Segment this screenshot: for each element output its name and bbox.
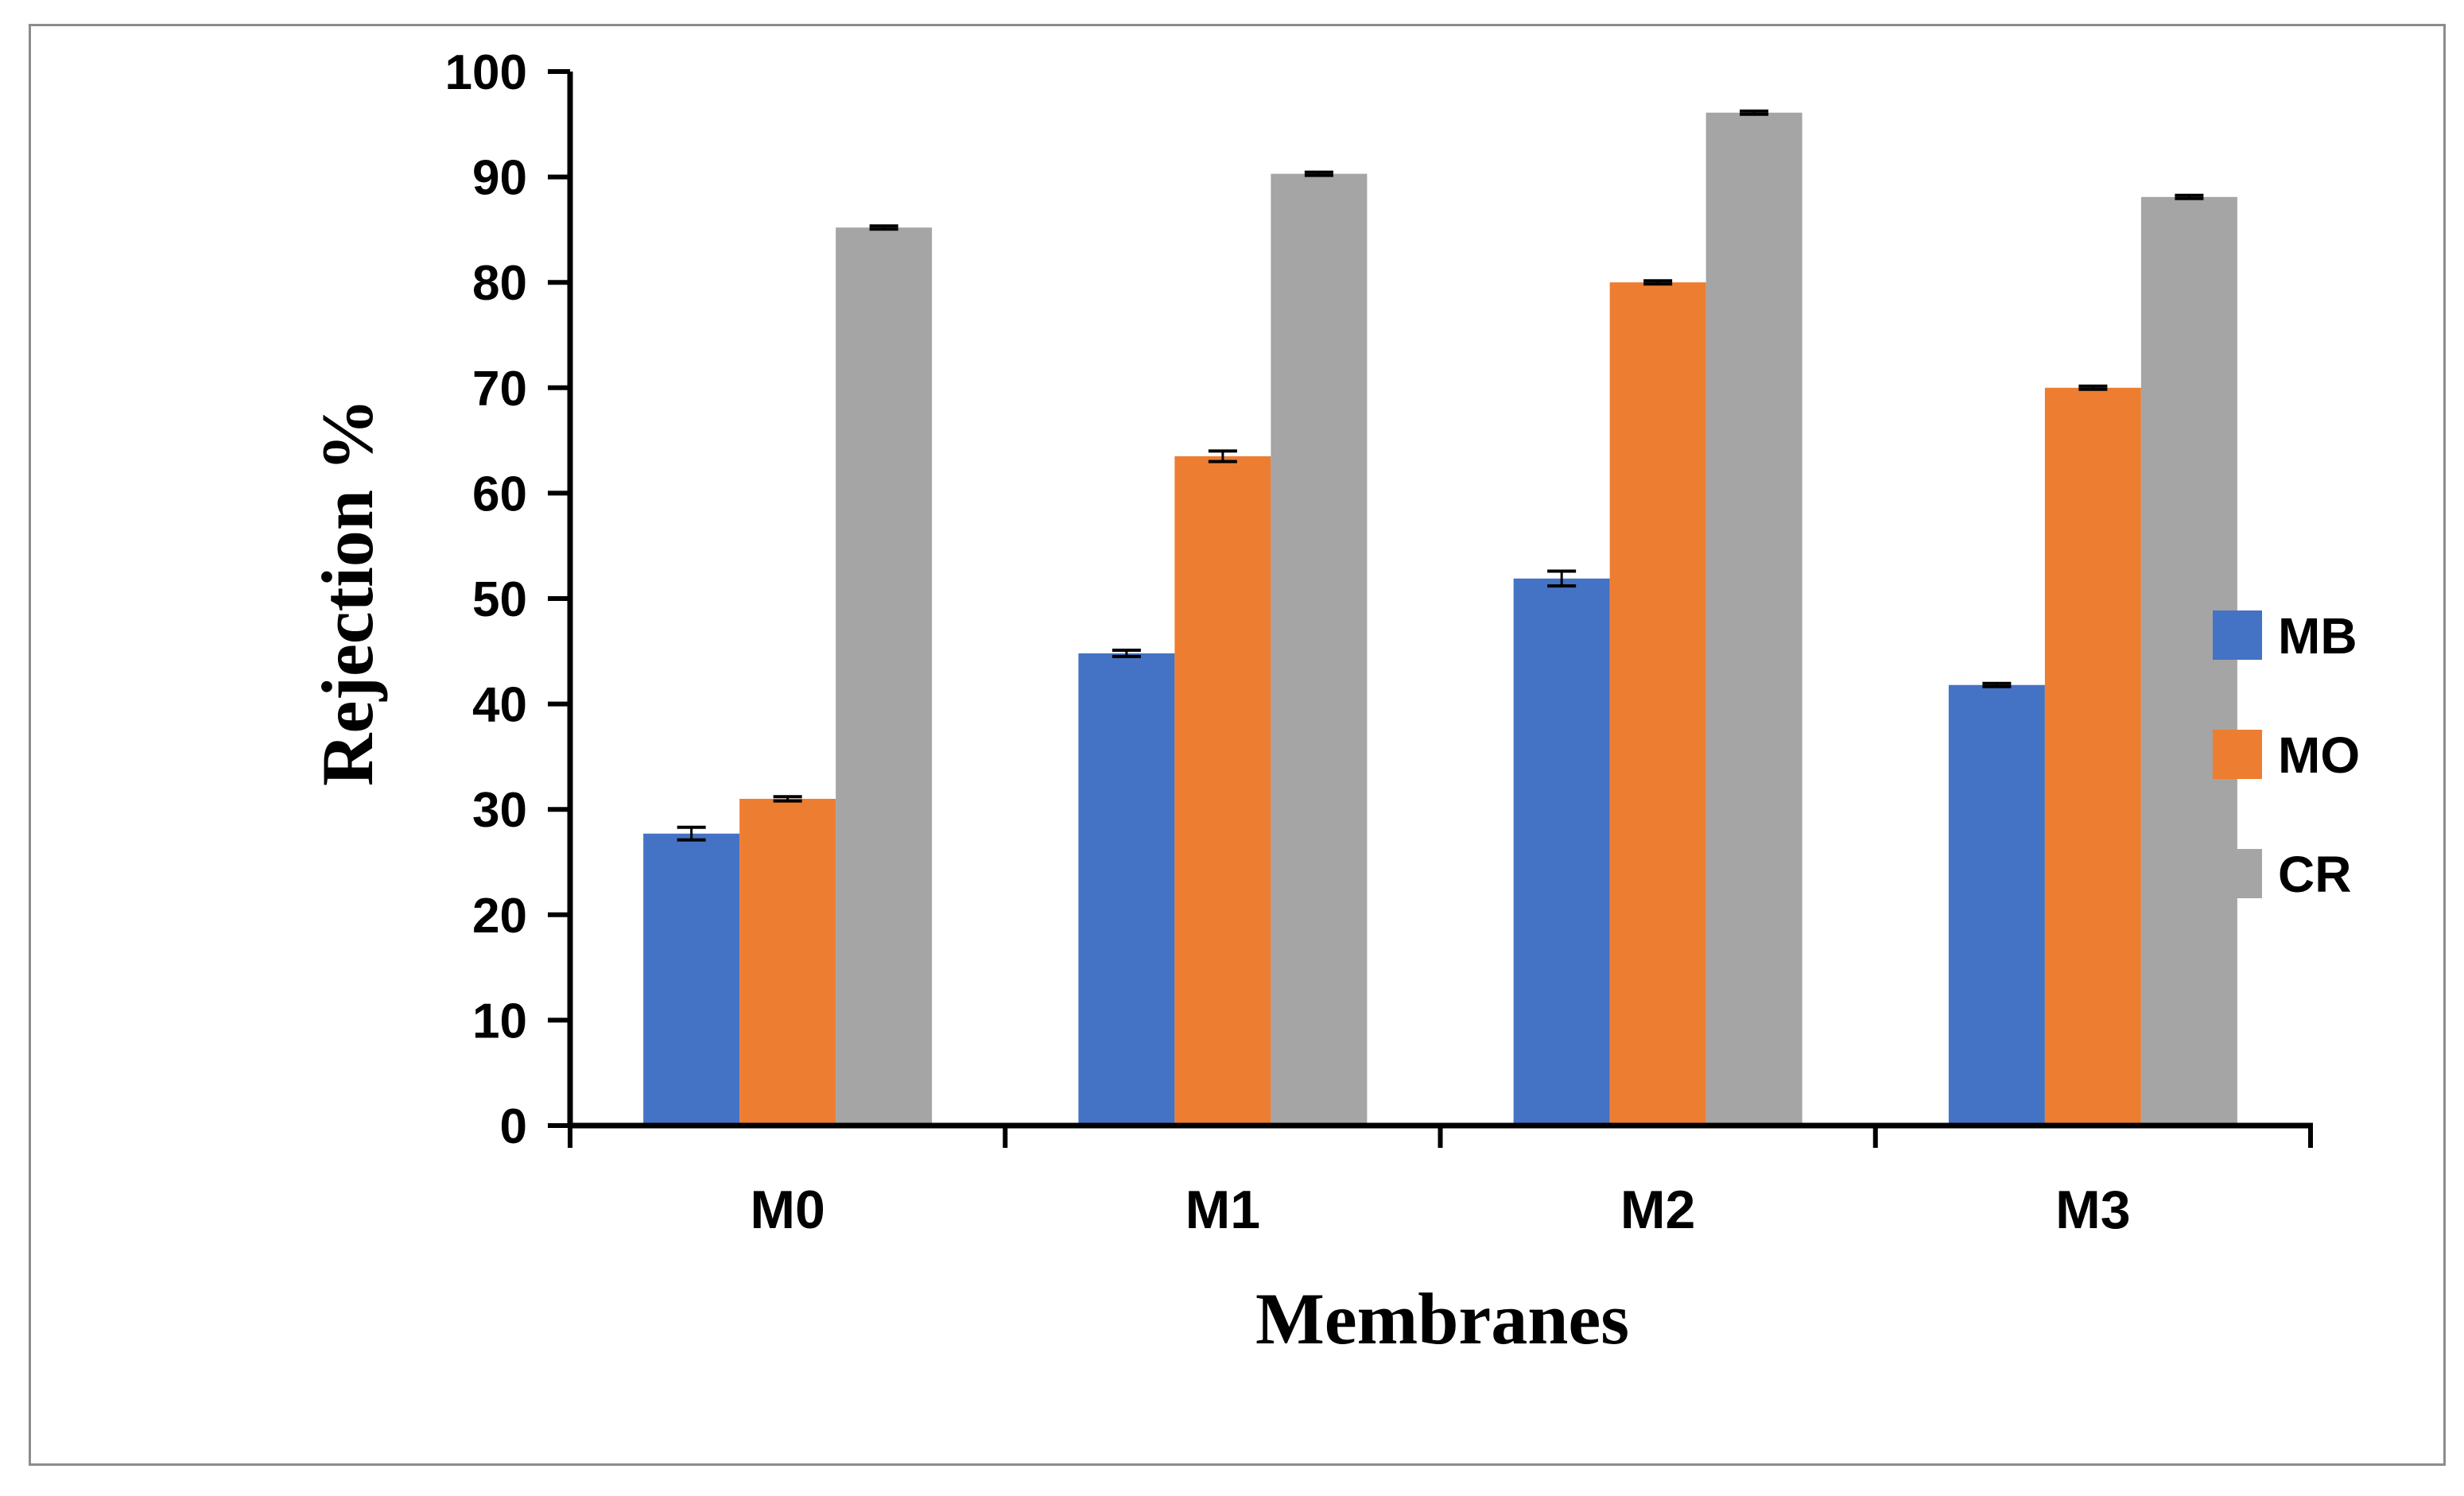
legend-item-mb: MB: [2213, 607, 2357, 665]
legend-label-mb: MB: [2278, 607, 2357, 665]
error-bar-mb-m3: [1982, 681, 2012, 688]
x-category-label-m2: M2: [1620, 1180, 1695, 1240]
x-axis-title: Membranes: [1255, 1278, 1629, 1359]
bar-cr-m0: [836, 227, 933, 1126]
legend-label-cr: CR: [2278, 846, 2351, 903]
y-tick-label: 100: [445, 45, 527, 100]
bar-mb-m3: [1948, 684, 2045, 1126]
y-tick-label: 0: [500, 1099, 527, 1154]
error-bar-mb-m0: [677, 825, 706, 842]
legend-item-mo: MO: [2213, 727, 2360, 784]
error-bar-mo-m0: [773, 795, 802, 803]
legend-swatch-mb: [2213, 610, 2262, 660]
y-tick-label: 80: [472, 256, 527, 311]
error-bar-cr-m2: [1740, 109, 1769, 116]
y-tick-label: 30: [472, 783, 527, 838]
error-bars-layer: [677, 109, 2204, 842]
error-bar-mb-m1: [1112, 648, 1141, 658]
y-tick-label: 70: [472, 362, 527, 417]
error-bar-mo-m1: [1208, 449, 1237, 463]
bar-mb-m1: [1078, 653, 1175, 1126]
bar-mb-m0: [643, 833, 740, 1126]
legend-label-mo: MO: [2278, 727, 2360, 784]
error-bar-cr-m3: [2175, 193, 2204, 200]
y-tick-label: 10: [472, 994, 527, 1048]
y-axis-title: Rejection %: [307, 398, 388, 786]
y-tick-label: 90: [472, 151, 527, 206]
bar-mo-m2: [1609, 282, 1706, 1126]
error-bar-mo-m3: [2078, 384, 2108, 391]
x-category-label-m3: M3: [2055, 1180, 2130, 1240]
y-tick-label: 20: [472, 889, 527, 944]
legend-item-cr: CR: [2213, 846, 2351, 903]
y-tick-labels: 0 10 20 30 40 50 60 70 80 90 100: [445, 45, 570, 1154]
bar-cr-m1: [1271, 173, 1368, 1126]
x-category-label-m1: M1: [1185, 1180, 1260, 1240]
x-category-label-m0: M0: [750, 1180, 825, 1240]
bar-cr-m3: [2140, 196, 2237, 1126]
legend: MB MO CR: [2213, 607, 2360, 903]
y-tick-label: 60: [472, 467, 527, 521]
legend-swatch-cr: [2213, 849, 2262, 898]
bar-mo-m0: [739, 798, 836, 1126]
bar-mb-m2: [1513, 578, 1610, 1126]
y-tick-label: 50: [472, 572, 527, 627]
error-bar-mb-m2: [1547, 569, 1577, 588]
error-bar-cr-m1: [1304, 170, 1333, 177]
error-bar-cr-m0: [869, 224, 898, 231]
legend-swatch-mo: [2213, 730, 2262, 779]
y-tick-label: 40: [472, 678, 527, 733]
bar-mo-m3: [2044, 387, 2141, 1126]
x-category-labels: M0 M1 M2 M3: [568, 1126, 2313, 1240]
bars-layer: [643, 112, 2237, 1126]
bar-cr-m2: [1705, 112, 1802, 1126]
bar-mo-m1: [1174, 455, 1271, 1126]
error-bar-mo-m2: [1643, 279, 1673, 286]
